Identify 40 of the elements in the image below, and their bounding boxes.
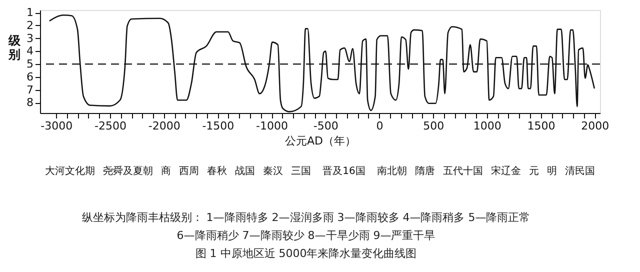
x-tick-label: 0 bbox=[376, 120, 384, 132]
x-axis-title: 公元AD（年） bbox=[285, 134, 356, 148]
x-tick-label: 2000 bbox=[581, 120, 610, 132]
y-tick-label: 5 bbox=[26, 58, 34, 71]
y-tick-label: 1 bbox=[26, 6, 34, 20]
y-tick-label: 2 bbox=[26, 18, 34, 32]
text: 大河文化期 bbox=[45, 165, 95, 177]
text: 三国 bbox=[291, 166, 311, 177]
y-tick-label: 3 bbox=[26, 32, 34, 45]
text: 宋辽金 bbox=[491, 165, 521, 177]
x-tick-label: -1500 bbox=[202, 120, 234, 132]
text: 明 bbox=[547, 166, 557, 177]
text: 西周 bbox=[179, 166, 199, 177]
y-tick-label: 8 bbox=[26, 96, 34, 110]
x-tick-label: -2500 bbox=[94, 120, 126, 132]
x-tick-label: -3000 bbox=[40, 120, 73, 132]
y-tick-label: 7 bbox=[26, 83, 34, 96]
x-tick-label: -1000 bbox=[256, 120, 288, 132]
text: 商 bbox=[161, 165, 171, 177]
x-tick-label: -500 bbox=[313, 120, 338, 132]
text: 秦汉 bbox=[263, 165, 283, 177]
text: 晋及16国 bbox=[322, 166, 366, 177]
caption: 图 1 中原地区近 5000年来降水量变化曲线图 bbox=[195, 247, 417, 260]
x-tick-label: 1500 bbox=[527, 120, 556, 132]
text: 隋唐 bbox=[415, 165, 435, 177]
y-tick-label: 6 bbox=[26, 70, 34, 84]
text: 五代十国 bbox=[443, 165, 483, 177]
x-tick-label: 1000 bbox=[473, 120, 502, 132]
y-axis-title: 级别 bbox=[8, 34, 22, 62]
x-tick-label: 500 bbox=[423, 120, 444, 132]
text: 元 bbox=[529, 166, 539, 177]
text: 尧舜及夏朝 bbox=[103, 165, 153, 177]
y-tick-label: 4 bbox=[26, 44, 34, 58]
text: 春秋 bbox=[207, 165, 227, 177]
text: 清民国 bbox=[565, 165, 595, 177]
text: 纵坐标为降雨丰枯级别： 1—降雨特多 2—湿润多雨 3—降雨较多 4—降雨稍多 5—降雨正常 bbox=[82, 211, 530, 224]
text: 6—降雨稍少 7—降雨较少 8—干旱少雨 9—严重干旱 bbox=[176, 229, 436, 242]
text: 战国 bbox=[235, 165, 255, 177]
text: 南北朝 bbox=[377, 165, 407, 177]
x-tick-label: -2000 bbox=[148, 120, 180, 132]
